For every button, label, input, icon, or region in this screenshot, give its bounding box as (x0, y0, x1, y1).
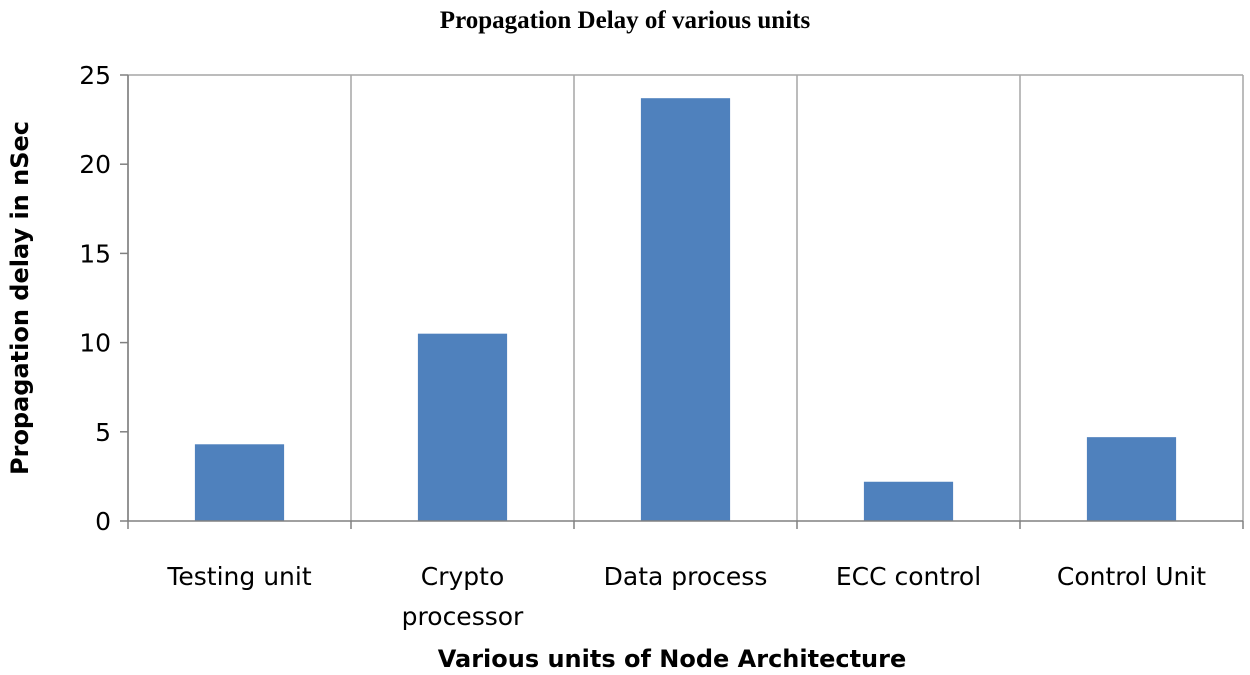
bar (417, 333, 508, 521)
axes (120, 74, 1244, 529)
x-category-label: ECC control (836, 562, 981, 591)
y-axis-label: Propagation delay in nSec (6, 121, 34, 475)
x-category-label: Crypto processor (402, 562, 524, 631)
bar (863, 481, 954, 521)
bars (194, 98, 1177, 521)
grid-lines (127, 74, 1244, 521)
x-category-label: Control Unit (1057, 562, 1206, 591)
x-category-label: Data process (604, 562, 768, 591)
y-tick-labels: 0 5 10 15 20 25 (79, 61, 111, 536)
y-tick-label: 15 (79, 239, 111, 268)
y-tick-label: 5 (95, 418, 111, 447)
x-axis-label: Various units of Node Architecture (438, 645, 907, 673)
bar (194, 444, 285, 521)
y-tick-label: 10 (79, 329, 111, 358)
x-category-label: Testing unit (166, 562, 311, 591)
y-tick-label: 20 (79, 150, 111, 179)
x-category-labels: Testing unit Crypto processor Data process E… (166, 562, 1206, 631)
y-tick-label: 0 (95, 507, 111, 536)
bar (640, 98, 731, 521)
y-tick-label: 25 (79, 61, 111, 90)
bar (1086, 437, 1177, 521)
chart-title: Propagation Delay of various units (440, 7, 811, 34)
